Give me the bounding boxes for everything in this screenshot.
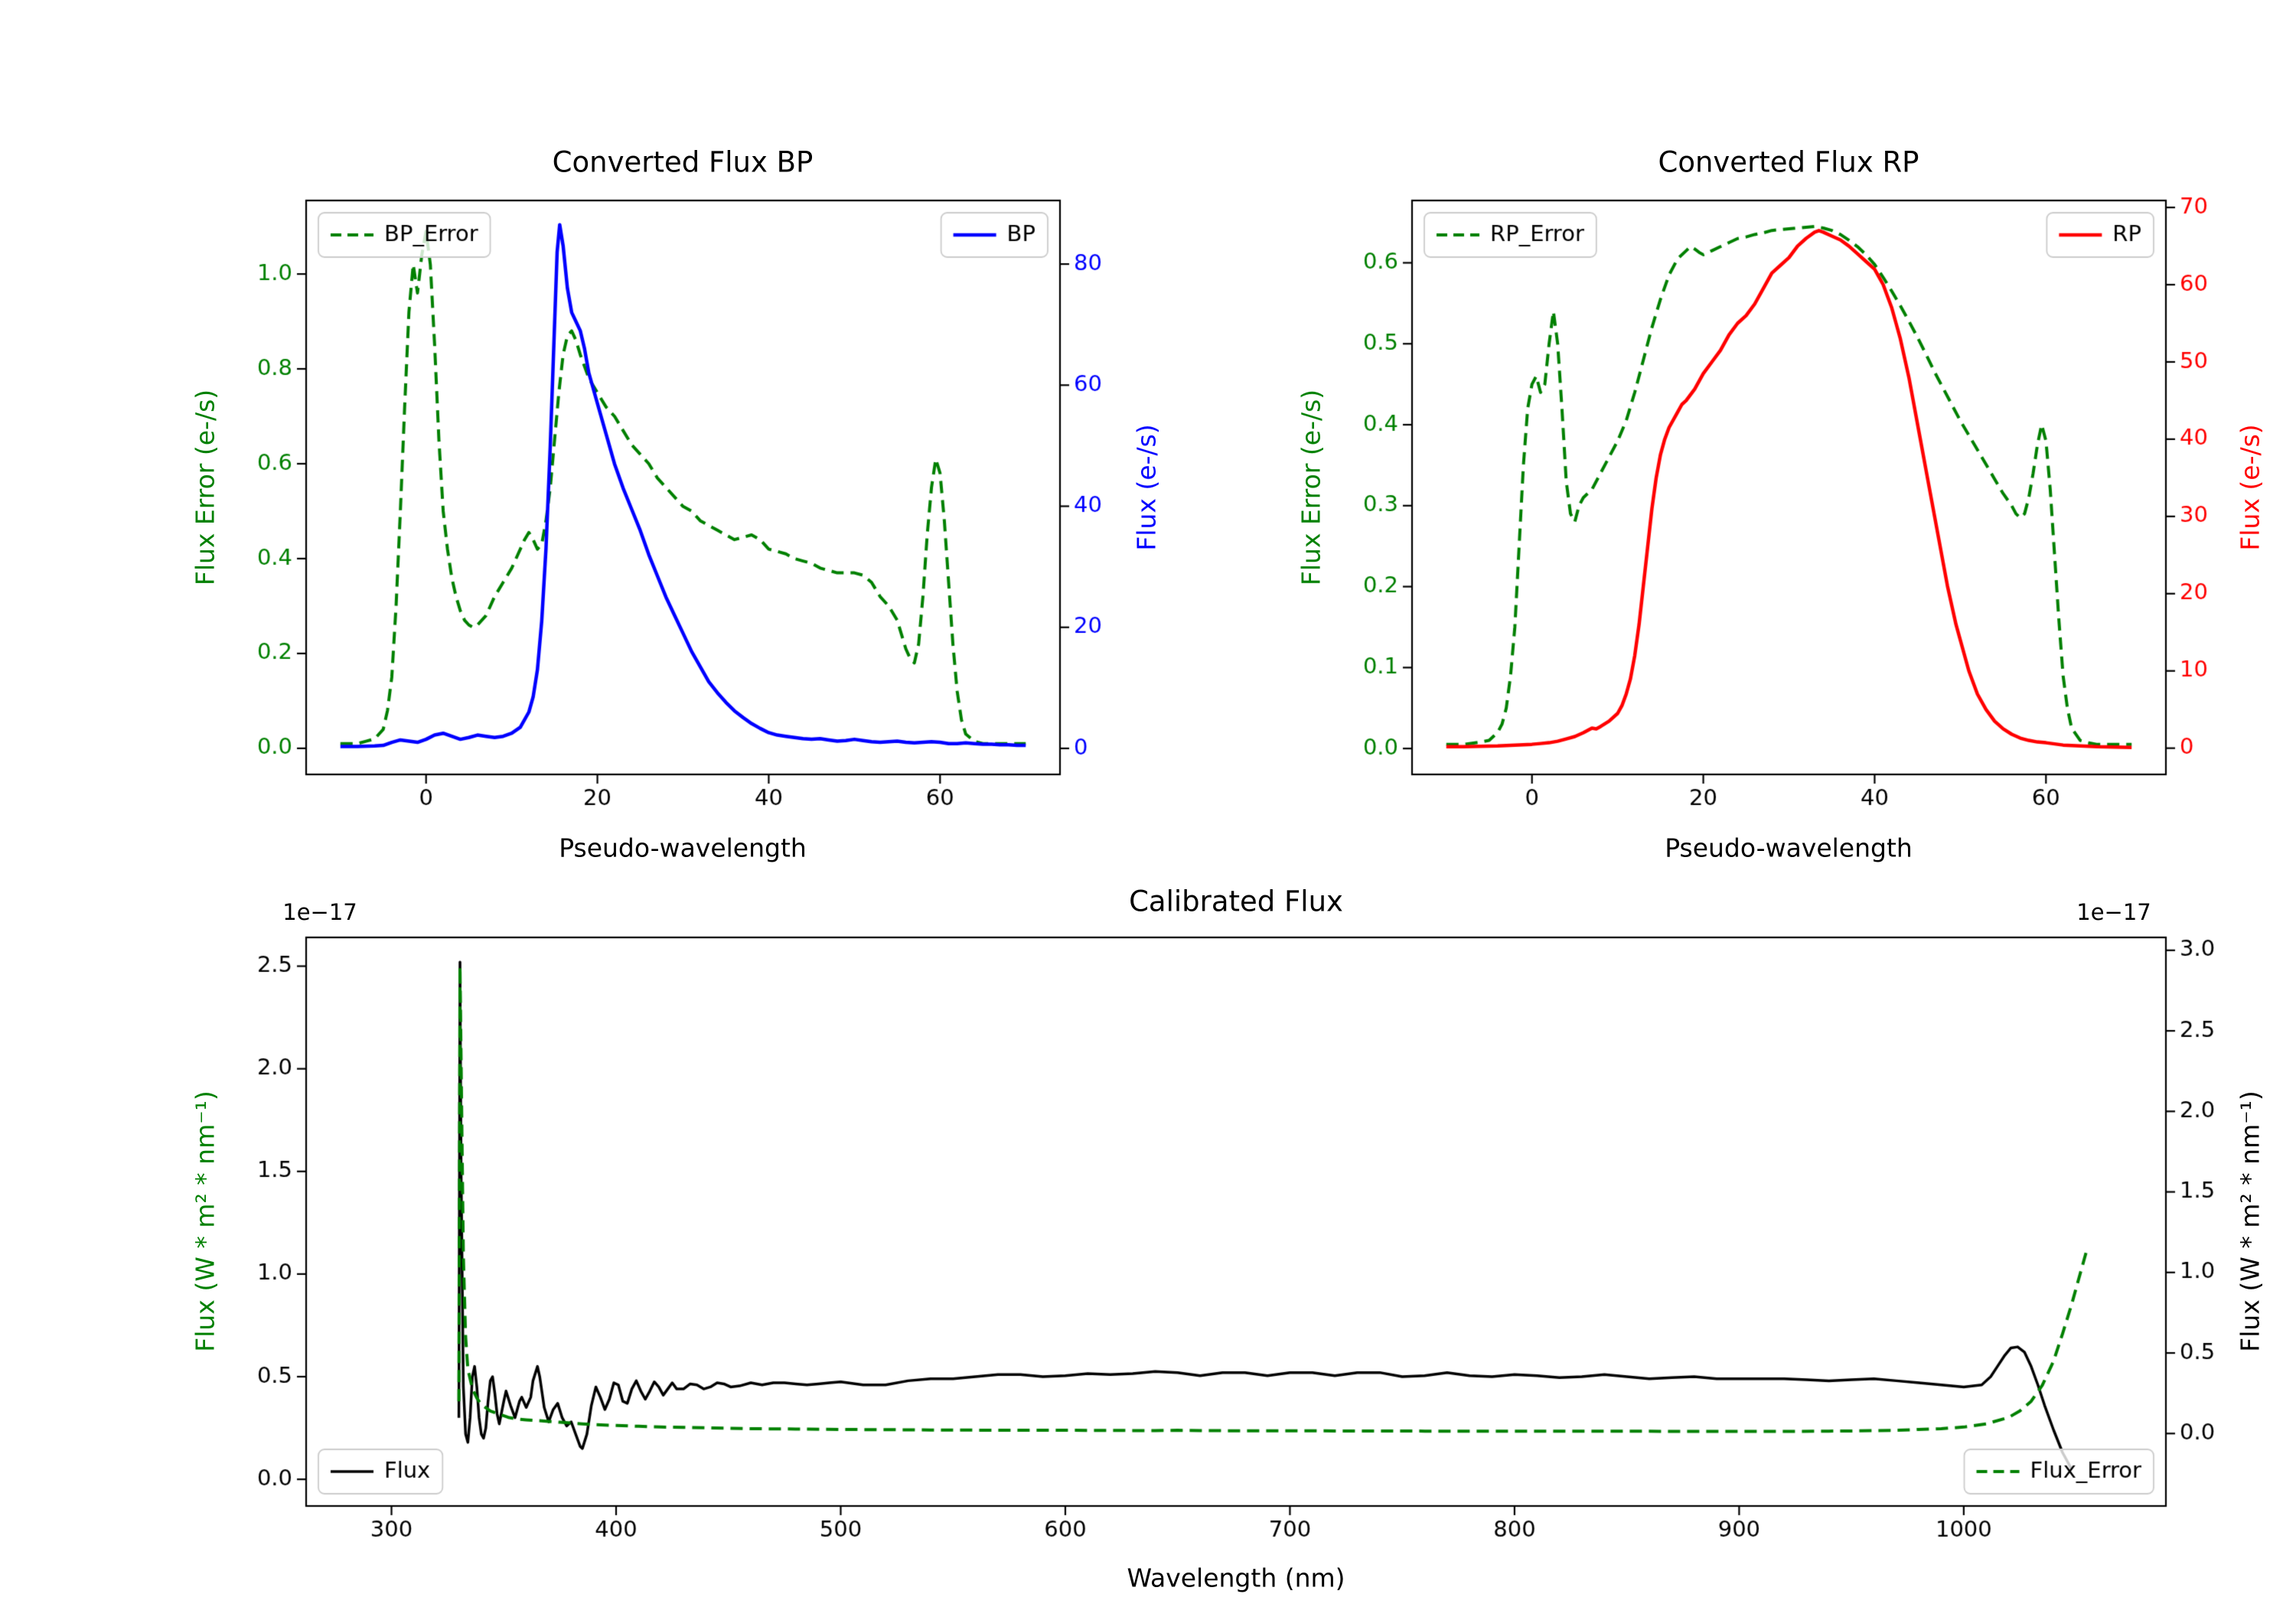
calibrated-xaxis-label: Wavelength (nm)	[1127, 1563, 1345, 1593]
calibrated-chart-title: Calibrated Flux	[1129, 885, 1343, 918]
bp-chart-title: Converted Flux BP	[552, 145, 814, 179]
rp-right-yaxis-label: Flux (e-/s)	[2235, 424, 2265, 551]
calibrated-left-yaxis-label: Flux (W * m² * nm⁻¹)	[190, 1090, 220, 1352]
bp-right-yaxis-label: Flux (e-/s)	[1131, 424, 1162, 551]
rp-xaxis-label: Pseudo-wavelength	[1665, 833, 1913, 863]
bp-left-yaxis-label: Flux Error (e-/s)	[190, 389, 220, 586]
calibrated-left-axis-offset-text: 1e−17	[282, 899, 357, 925]
rp-left-yaxis-label: Flux Error (e-/s)	[1296, 389, 1326, 586]
calibrated-right-yaxis-label: Flux (W * m² * nm⁻¹)	[2235, 1090, 2265, 1352]
bp-xaxis-label: Pseudo-wavelength	[559, 833, 807, 863]
rp-chart-title: Converted Flux RP	[1658, 145, 1919, 179]
calibrated-right-axis-offset-text: 1e−17	[2076, 899, 2151, 925]
